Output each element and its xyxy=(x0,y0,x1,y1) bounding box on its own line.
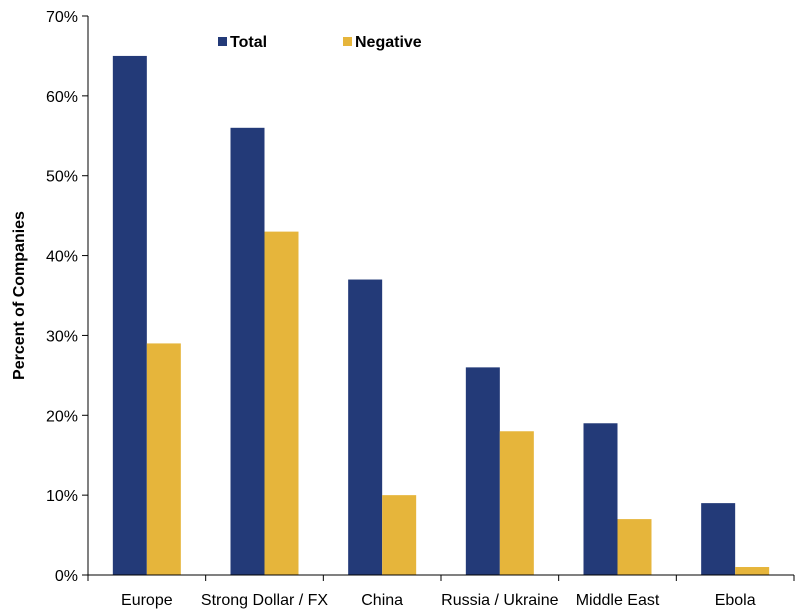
y-tick-label: 20% xyxy=(46,408,78,425)
legend-label-total: Total xyxy=(230,34,267,51)
x-category-labels: Europe Strong Dollar / FX China Russia / Uk… xyxy=(121,592,756,609)
bar-negative-1 xyxy=(146,343,181,575)
y-ticks: 0% 10% 20% 30% 40% 50% 60% 70% xyxy=(46,9,88,585)
bar-total-3 xyxy=(348,279,383,575)
bar-total-6 xyxy=(701,503,736,575)
bar-negative-2 xyxy=(264,231,299,575)
bar-negative-5 xyxy=(617,519,652,575)
bar-negative-6 xyxy=(735,567,770,575)
legend: Total Negative xyxy=(218,34,422,51)
legend-label-negative: Negative xyxy=(355,34,422,51)
x-category-label: Middle East xyxy=(576,592,660,609)
y-tick-label: 70% xyxy=(46,9,78,26)
y-tick-label: 0% xyxy=(55,568,78,585)
x-category-label: Europe xyxy=(121,592,173,609)
bar-total-1 xyxy=(112,55,147,575)
bar-negative-3 xyxy=(382,495,417,575)
y-axis-title: Percent of Companies xyxy=(11,211,28,380)
y-tick-label: 50% xyxy=(46,169,78,186)
x-category-label: Strong Dollar / FX xyxy=(201,592,328,609)
legend-swatch-total xyxy=(218,37,227,46)
bar-total-5 xyxy=(583,423,618,575)
x-category-label: Ebola xyxy=(715,592,756,609)
bars xyxy=(112,55,770,576)
axes xyxy=(87,16,795,581)
y-tick-label: 30% xyxy=(46,328,78,345)
y-tick-label: 60% xyxy=(46,89,78,106)
legend-swatch-negative xyxy=(343,37,352,46)
bar-total-2 xyxy=(230,127,265,576)
bar-negative-4 xyxy=(499,431,534,575)
y-tick-label: 10% xyxy=(46,488,78,505)
y-tick-label: 40% xyxy=(46,249,78,266)
x-category-label: China xyxy=(361,592,403,609)
bar-total-4 xyxy=(465,367,500,575)
x-category-label: Russia / Ukraine xyxy=(441,592,558,609)
